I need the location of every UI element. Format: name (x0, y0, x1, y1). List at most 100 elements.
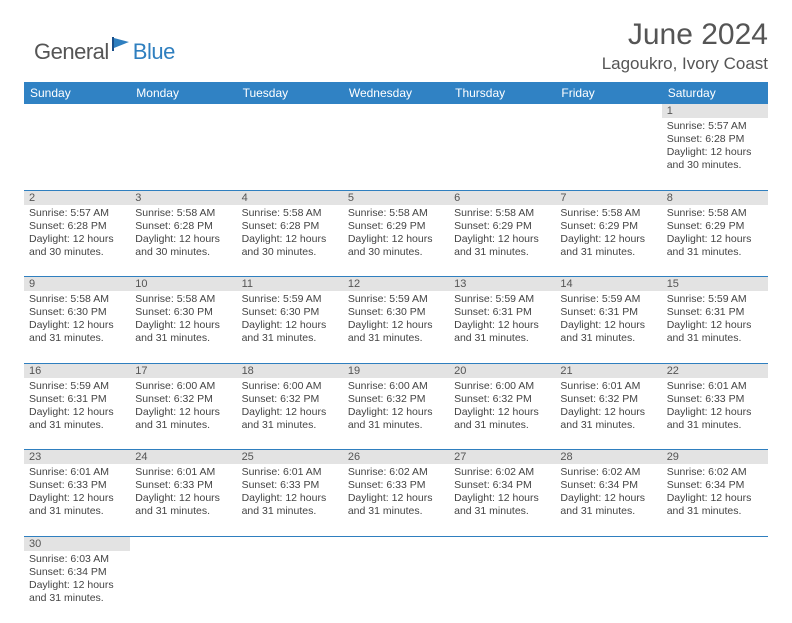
day-cell: Sunrise: 6:02 AMSunset: 6:34 PMDaylight:… (555, 464, 661, 536)
day-header: Monday (130, 82, 236, 104)
daynum-cell: 4 (237, 190, 343, 205)
daynum-cell: 23 (24, 450, 130, 465)
day-number: 5 (343, 191, 449, 205)
day-cell: Sunrise: 5:58 AMSunset: 6:29 PMDaylight:… (662, 205, 768, 277)
sunset-text: Sunset: 6:28 PM (242, 220, 338, 233)
daynum-cell: 9 (24, 277, 130, 292)
daylight-text: and 31 minutes. (242, 505, 338, 518)
sunrise-text: Sunrise: 5:58 AM (560, 207, 656, 220)
daynum-cell (343, 104, 449, 118)
sunrise-text: Sunrise: 5:57 AM (29, 207, 125, 220)
day-cell-body: Sunrise: 6:03 AMSunset: 6:34 PMDaylight:… (24, 551, 130, 610)
month-title: June 2024 (602, 18, 768, 52)
daylight-text: Daylight: 12 hours (242, 406, 338, 419)
sunrise-text: Sunrise: 6:03 AM (29, 553, 125, 566)
daylight-text: and 31 minutes. (560, 246, 656, 259)
sunrise-text: Sunrise: 6:01 AM (242, 466, 338, 479)
day-number: 4 (237, 191, 343, 205)
sunset-text: Sunset: 6:33 PM (29, 479, 125, 492)
day-header-row: SundayMondayTuesdayWednesdayThursdayFrid… (24, 82, 768, 104)
day-cell (555, 118, 661, 190)
daylight-text: and 31 minutes. (29, 332, 125, 345)
daynum-cell: 20 (449, 363, 555, 378)
day-header: Sunday (24, 82, 130, 104)
day-cell: Sunrise: 5:59 AMSunset: 6:30 PMDaylight:… (237, 291, 343, 363)
day-cell: Sunrise: 6:02 AMSunset: 6:34 PMDaylight:… (662, 464, 768, 536)
day-number: 13 (449, 277, 555, 291)
daylight-text: and 31 minutes. (135, 505, 231, 518)
daylight-text: and 30 minutes. (29, 246, 125, 259)
day-cell (343, 118, 449, 190)
daynum-cell (237, 104, 343, 118)
daynum-cell: 6 (449, 190, 555, 205)
daylight-text: and 31 minutes. (454, 419, 550, 432)
daylight-text: Daylight: 12 hours (29, 492, 125, 505)
daynum-cell (555, 104, 661, 118)
sunrise-text: Sunrise: 5:58 AM (135, 207, 231, 220)
sunrise-text: Sunrise: 6:00 AM (135, 380, 231, 393)
daynum-cell: 14 (555, 277, 661, 292)
daynum-cell: 30 (24, 536, 130, 551)
daylight-text: Daylight: 12 hours (29, 579, 125, 592)
sunset-text: Sunset: 6:28 PM (29, 220, 125, 233)
sunrise-text: Sunrise: 6:02 AM (348, 466, 444, 479)
day-number: 17 (130, 364, 236, 378)
day-number (24, 104, 130, 106)
daylight-text: Daylight: 12 hours (667, 319, 763, 332)
daylight-text: and 31 minutes. (348, 419, 444, 432)
sunrise-text: Sunrise: 6:01 AM (135, 466, 231, 479)
day-cell-body: Sunrise: 5:58 AMSunset: 6:28 PMDaylight:… (237, 205, 343, 264)
daylight-text: and 31 minutes. (29, 419, 125, 432)
daylight-text: and 31 minutes. (348, 332, 444, 345)
day-number: 6 (449, 191, 555, 205)
sunrise-text: Sunrise: 6:02 AM (560, 466, 656, 479)
day-cell: Sunrise: 6:02 AMSunset: 6:34 PMDaylight:… (449, 464, 555, 536)
daylight-text: Daylight: 12 hours (560, 406, 656, 419)
calendar-table: SundayMondayTuesdayWednesdayThursdayFrid… (24, 82, 768, 623)
day-cell-body: Sunrise: 5:57 AMSunset: 6:28 PMDaylight:… (662, 118, 768, 177)
daylight-text: and 31 minutes. (454, 505, 550, 518)
sunset-text: Sunset: 6:34 PM (667, 479, 763, 492)
daylight-text: and 30 minutes. (242, 246, 338, 259)
day-number (130, 537, 236, 539)
daynum-cell: 10 (130, 277, 236, 292)
sunset-text: Sunset: 6:31 PM (560, 306, 656, 319)
day-cell: Sunrise: 6:01 AMSunset: 6:33 PMDaylight:… (662, 378, 768, 450)
day-cell (130, 118, 236, 190)
daylight-text: and 31 minutes. (29, 505, 125, 518)
sunrise-text: Sunrise: 6:02 AM (454, 466, 550, 479)
daynum-cell: 17 (130, 363, 236, 378)
day-cell-body: Sunrise: 5:58 AMSunset: 6:29 PMDaylight:… (449, 205, 555, 264)
day-number: 23 (24, 450, 130, 464)
sunset-text: Sunset: 6:29 PM (454, 220, 550, 233)
day-cell: Sunrise: 5:59 AMSunset: 6:31 PMDaylight:… (662, 291, 768, 363)
day-cell-body: Sunrise: 5:58 AMSunset: 6:30 PMDaylight:… (130, 291, 236, 350)
daynum-row: 1 (24, 104, 768, 118)
daynum-cell (662, 536, 768, 551)
day-number: 15 (662, 277, 768, 291)
sunrise-text: Sunrise: 5:58 AM (348, 207, 444, 220)
daynum-cell: 26 (343, 450, 449, 465)
day-number (449, 537, 555, 539)
sunset-text: Sunset: 6:32 PM (242, 393, 338, 406)
day-cell: Sunrise: 5:58 AMSunset: 6:30 PMDaylight:… (24, 291, 130, 363)
sunrise-text: Sunrise: 5:59 AM (454, 293, 550, 306)
day-number: 9 (24, 277, 130, 291)
day-number (662, 537, 768, 539)
daylight-text: and 31 minutes. (454, 246, 550, 259)
sunset-text: Sunset: 6:29 PM (560, 220, 656, 233)
title-block: June 2024 Lagoukro, Ivory Coast (602, 18, 768, 74)
day-number (555, 537, 661, 539)
sunrise-text: Sunrise: 5:59 AM (667, 293, 763, 306)
flag-icon (111, 36, 133, 57)
day-number: 20 (449, 364, 555, 378)
day-cell: Sunrise: 6:01 AMSunset: 6:32 PMDaylight:… (555, 378, 661, 450)
day-header: Wednesday (343, 82, 449, 104)
day-number: 24 (130, 450, 236, 464)
day-cell: Sunrise: 5:59 AMSunset: 6:30 PMDaylight:… (343, 291, 449, 363)
daylight-text: and 31 minutes. (29, 592, 125, 605)
daylight-text: and 31 minutes. (242, 332, 338, 345)
daylight-text: and 31 minutes. (348, 505, 444, 518)
day-cell-body: Sunrise: 6:00 AMSunset: 6:32 PMDaylight:… (237, 378, 343, 437)
sunrise-text: Sunrise: 6:00 AM (454, 380, 550, 393)
